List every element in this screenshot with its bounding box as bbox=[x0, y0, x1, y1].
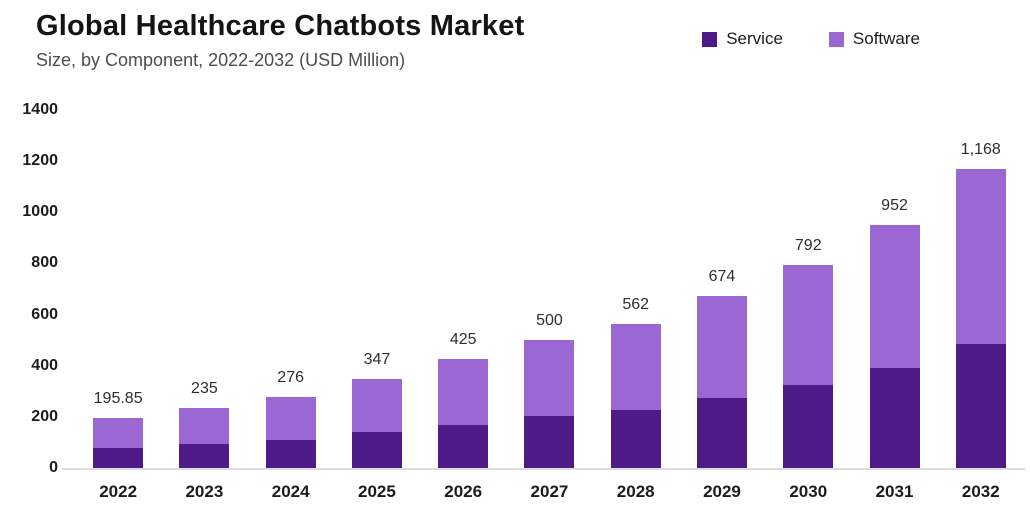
stacked-bar-2028[interactable] bbox=[610, 324, 661, 468]
y-axis: 0 200 400 600 800 1000 1200 1400 bbox=[0, 102, 58, 476]
stacked-bar-2029[interactable] bbox=[696, 295, 747, 468]
software-segment-2028[interactable] bbox=[610, 324, 661, 410]
software-segment-2031[interactable] bbox=[869, 224, 920, 369]
software-segment-2024[interactable] bbox=[265, 397, 316, 440]
y-tick-200: 200 bbox=[31, 407, 58, 425]
data-label-2027: 500 bbox=[536, 312, 563, 330]
stacked-bar-2026[interactable] bbox=[438, 359, 489, 468]
x-axis-baseline bbox=[62, 468, 1025, 470]
software-segment-2022[interactable] bbox=[93, 417, 144, 448]
software-segment-2030[interactable] bbox=[783, 265, 834, 385]
x-axis-label-2026: 2026 bbox=[444, 482, 483, 501]
data-label-2023: 235 bbox=[191, 379, 218, 397]
data-label-2030: 792 bbox=[794, 237, 822, 255]
data-label-2026: 425 bbox=[449, 331, 477, 349]
x-axis-label-2031: 2031 bbox=[875, 482, 914, 501]
software-segment-2026[interactable] bbox=[438, 359, 489, 426]
software-segment-2023[interactable] bbox=[179, 407, 230, 444]
x-axis-label-2023: 2023 bbox=[185, 482, 224, 501]
service-segment-2024[interactable] bbox=[265, 439, 316, 468]
legend: Service Software bbox=[702, 29, 920, 49]
service-segment-2022[interactable] bbox=[93, 447, 144, 468]
data-label-2024: 276 bbox=[277, 369, 305, 387]
legend-label-software: Software bbox=[852, 29, 920, 48]
bar-column-2025: 347 2025 bbox=[334, 110, 420, 501]
data-label-2025: 347 bbox=[363, 351, 391, 369]
x-axis-label-2022: 2022 bbox=[99, 482, 138, 501]
y-tick-0: 0 bbox=[49, 459, 58, 476]
y-tick-1200: 1200 bbox=[22, 152, 58, 170]
service-segment-2032[interactable] bbox=[955, 343, 1006, 468]
service-segment-2026[interactable] bbox=[438, 425, 489, 468]
software-segment-2025[interactable] bbox=[351, 379, 402, 432]
software-segment-2029[interactable] bbox=[696, 295, 747, 398]
bar-column-2028: 562 2028 bbox=[593, 110, 679, 501]
software-segment-2027[interactable] bbox=[524, 340, 575, 416]
x-axis-label-2027: 2027 bbox=[530, 482, 569, 501]
service-segment-2023[interactable] bbox=[179, 443, 230, 468]
bar-column-2022: 195.85 2022 bbox=[75, 110, 161, 501]
service-segment-2025[interactable] bbox=[351, 431, 402, 468]
data-label-2022: 195.85 bbox=[93, 389, 143, 407]
stacked-bar-2025[interactable] bbox=[351, 379, 402, 468]
stacked-bar-2027[interactable] bbox=[524, 340, 575, 468]
y-tick-1400: 1400 bbox=[22, 101, 58, 118]
bar-column-2027: 500 2027 bbox=[506, 110, 592, 501]
bar-column-2026: 425 2026 bbox=[420, 110, 506, 501]
stacked-bar-2032[interactable] bbox=[955, 169, 1006, 468]
y-tick-800: 800 bbox=[31, 254, 58, 272]
data-label-2028: 562 bbox=[622, 296, 650, 314]
y-tick-1000: 1000 bbox=[22, 203, 58, 221]
software-segment-2032[interactable] bbox=[955, 169, 1006, 344]
stacked-bar-2022[interactable] bbox=[93, 417, 144, 468]
x-axis-label-2030: 2030 bbox=[789, 482, 828, 501]
data-label-2029: 674 bbox=[708, 267, 736, 285]
stacked-bar-2031[interactable] bbox=[869, 224, 920, 468]
bar-column-2023: 235 2023 bbox=[161, 110, 247, 501]
stacked-bar-2024[interactable] bbox=[265, 397, 316, 468]
bar-column-2032: 1,168 2032 bbox=[938, 110, 1024, 501]
bar-column-2029: 674 2029 bbox=[679, 110, 765, 501]
service-swatch-icon bbox=[702, 31, 718, 47]
bar-column-2030: 792 2030 bbox=[765, 110, 851, 501]
bar-column-2024: 276 2024 bbox=[248, 110, 334, 501]
y-tick-600: 600 bbox=[31, 305, 58, 323]
legend-label-service: Service bbox=[726, 29, 783, 48]
service-segment-2029[interactable] bbox=[696, 397, 747, 468]
y-tick-400: 400 bbox=[31, 356, 58, 374]
chart-header: Global Healthcare Chatbots Market Size, … bbox=[36, 10, 524, 71]
service-segment-2027[interactable] bbox=[524, 415, 575, 468]
stacked-bar-2030[interactable] bbox=[783, 265, 834, 468]
plot-area: 195.85 2022 235 2023 276 2024 347 2025 425 2026 50… bbox=[75, 110, 1024, 501]
x-axis-label-2024: 2024 bbox=[271, 482, 310, 501]
software-swatch-icon bbox=[828, 31, 844, 47]
legend-item-software[interactable]: Software bbox=[828, 29, 920, 49]
chart-title: Global Healthcare Chatbots Market bbox=[36, 10, 525, 42]
bar-column-2031: 952 2031 bbox=[851, 110, 937, 501]
service-segment-2031[interactable] bbox=[869, 368, 920, 468]
service-segment-2028[interactable] bbox=[610, 409, 661, 468]
legend-item-service[interactable]: Service bbox=[702, 29, 783, 49]
x-axis-label-2029: 2029 bbox=[703, 482, 741, 501]
chart-subtitle: Size, by Component, 2022-2032 (USD Milli… bbox=[36, 50, 406, 70]
x-axis-label-2025: 2025 bbox=[358, 482, 396, 501]
data-label-2032: 1,168 bbox=[960, 141, 1001, 159]
x-axis-label-2028: 2028 bbox=[616, 482, 655, 501]
stacked-bar-2023[interactable] bbox=[179, 407, 230, 468]
service-segment-2030[interactable] bbox=[783, 384, 834, 468]
x-axis-label-2032: 2032 bbox=[961, 482, 1000, 501]
data-label-2031: 952 bbox=[881, 196, 908, 214]
